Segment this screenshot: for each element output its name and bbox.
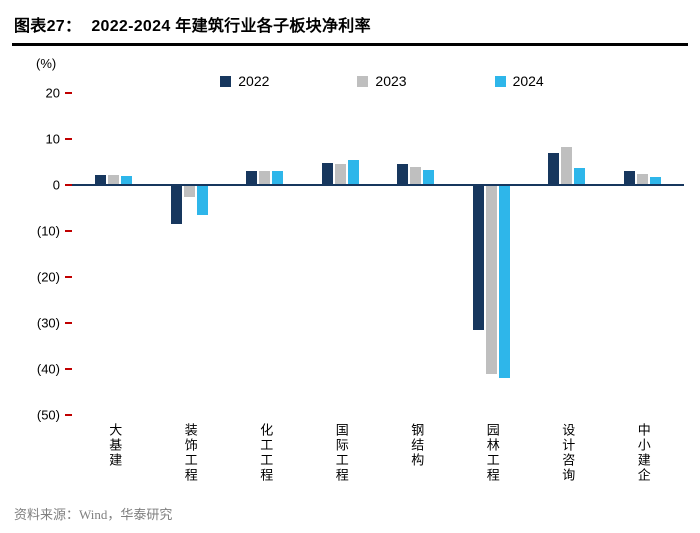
y-tick-label: (50) xyxy=(36,407,60,423)
figure-name: 2022-2024 年建筑行业各子板块净利率 xyxy=(91,18,371,35)
x-category-label: 钢结构 xyxy=(409,423,425,468)
bar-2023 xyxy=(183,185,195,197)
bar-2023 xyxy=(561,147,573,185)
bar-2023 xyxy=(410,166,422,185)
bar-2023 xyxy=(259,171,271,185)
y-tick-label: (30) xyxy=(36,315,60,331)
y-tick-mark xyxy=(65,138,72,140)
bar-2022 xyxy=(246,171,258,185)
bar-2022 xyxy=(472,185,484,330)
bar-2022 xyxy=(548,152,560,185)
bar-2022 xyxy=(397,163,409,185)
figure-label: 图表27： xyxy=(14,18,82,35)
bar-2022 xyxy=(623,171,635,185)
y-tick-label: 10 xyxy=(45,131,60,147)
bar-2023 xyxy=(636,173,648,185)
x-category-label: 化工工程 xyxy=(258,423,274,483)
bar-2024 xyxy=(649,176,661,185)
x-category: 化工工程 xyxy=(227,423,303,531)
y-tick-mark xyxy=(65,368,72,370)
bar-group-6 xyxy=(454,93,530,415)
legend-item-2023: 2023 xyxy=(357,73,407,89)
bar-2024 xyxy=(498,185,510,379)
plot-area xyxy=(72,93,684,415)
y-tick-mark xyxy=(65,92,72,94)
y-tick-mark xyxy=(65,276,72,278)
bar-group-7 xyxy=(529,93,605,415)
bar-2022 xyxy=(170,185,182,225)
bar-2024 xyxy=(272,171,284,185)
bar-2024 xyxy=(121,175,133,185)
legend-item-2024: 2024 xyxy=(494,73,544,89)
y-tick-label: (40) xyxy=(36,361,60,377)
bar-group-3 xyxy=(227,93,303,415)
y-tick-mark xyxy=(65,414,72,416)
y-tick-label: (20) xyxy=(36,269,60,285)
plot-wrap: 20 10 0 (10) (20) (30) (40) (50) xyxy=(12,86,688,423)
bar-2022 xyxy=(95,174,107,185)
legend-label: 2022 xyxy=(238,73,270,89)
legend-label: 2023 xyxy=(375,73,407,89)
bar-2024 xyxy=(423,169,435,185)
x-category-label: 国际工程 xyxy=(333,423,349,483)
bar-2023 xyxy=(108,174,120,185)
zero-axis-line xyxy=(72,184,684,186)
bar-2023 xyxy=(485,185,497,374)
x-category: 装饰工程 xyxy=(152,423,228,531)
x-category: 国际工程 xyxy=(303,423,379,531)
bar-2022 xyxy=(321,162,333,185)
x-category-label: 设计咨询 xyxy=(560,423,576,483)
bar-group-2 xyxy=(152,93,228,415)
bar-2023 xyxy=(334,163,346,185)
bar-2024 xyxy=(347,159,359,185)
bar-group-8 xyxy=(605,93,681,415)
bar-2024 xyxy=(574,167,586,185)
y-tick-label: 0 xyxy=(52,177,60,193)
legend-swatch-2024 xyxy=(494,75,506,87)
legend-label: 2024 xyxy=(512,73,544,89)
x-category: 园林工程 xyxy=(454,423,530,531)
legend-item-2022: 2022 xyxy=(220,73,269,89)
y-tick-mark xyxy=(65,184,72,186)
chart-legend: 2022 2023 2024 xyxy=(76,73,688,89)
source-note: 资料来源：Wind，华泰研究 xyxy=(14,507,173,522)
x-category-label: 园林工程 xyxy=(484,423,500,483)
x-category: 中小建企 xyxy=(605,423,681,531)
y-axis: 20 10 0 (10) (20) (30) (40) (50) xyxy=(12,86,76,423)
x-category-label: 大基建 xyxy=(107,423,123,468)
bar-group-4 xyxy=(303,93,379,415)
y-tick-mark xyxy=(65,230,72,232)
y-axis-unit-label: (%) xyxy=(36,56,57,71)
x-category-label: 中小建企 xyxy=(635,423,651,483)
legend-swatch-2023 xyxy=(357,75,369,87)
y-tick-mark xyxy=(65,322,72,324)
x-category: 大基建 xyxy=(76,423,152,531)
bar-group-5 xyxy=(378,93,454,415)
x-category: 设计咨询 xyxy=(529,423,605,531)
bar-group-1 xyxy=(76,93,152,415)
x-axis: 大基建 装饰工程 化工工程 国际工程 钢结构 园林工程 设计咨询 中小建企 xyxy=(76,423,680,531)
bar-2024 xyxy=(196,185,208,215)
y-tick-label: 20 xyxy=(45,85,60,101)
figure-title: 图表27： 2022-2024 年建筑行业各子板块净利率 xyxy=(12,10,688,46)
legend-swatch-2022 xyxy=(220,75,232,87)
y-tick-label: (10) xyxy=(36,223,60,239)
x-category-label: 装饰工程 xyxy=(182,423,198,483)
x-category: 钢结构 xyxy=(378,423,454,531)
bar-chart: (%) 2022 2023 2024 20 10 0 (10) (20) (30) (40) (5… xyxy=(12,56,688,531)
